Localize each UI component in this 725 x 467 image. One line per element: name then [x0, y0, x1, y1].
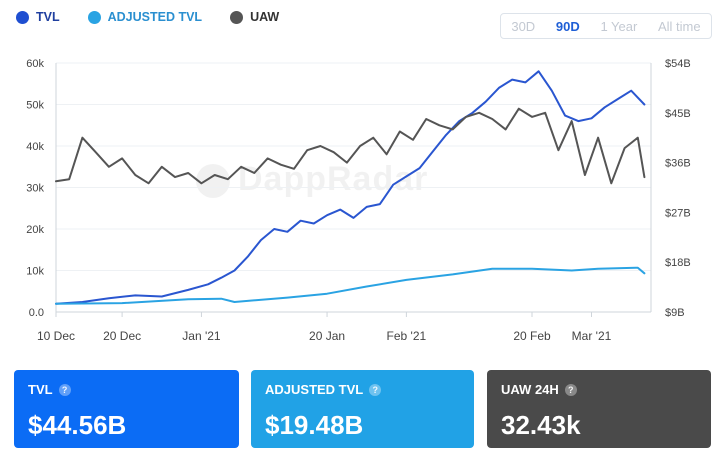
uaw-24h-card: UAW 24H? 32.43k [487, 370, 711, 448]
uaw-dot-icon [230, 10, 244, 24]
y-left-tick-label: 50k [26, 100, 44, 112]
adjusted-tvl-card: ADJUSTED TVL? $19.48B [251, 370, 474, 448]
y-right-tick-label: $9B [665, 307, 685, 319]
x-tick-label: 20 Jan [309, 329, 345, 340]
y-left-tick-label: 10k [26, 266, 44, 278]
y-right-tick-label: $45B [665, 108, 691, 120]
range-all-time-button[interactable]: All time [658, 18, 701, 34]
chart-legend: TVL ADJUSTED TVL UAW [16, 10, 279, 24]
legend-label-adjusted-tvl: ADJUSTED TVL [107, 10, 203, 24]
x-tick-label: Mar '21 [572, 329, 612, 340]
x-tick-label: 20 Feb [513, 329, 551, 340]
range-30d-button[interactable]: 30D [511, 18, 536, 34]
tvl-uaw-line-chart: 0.0 10k 20k 30k 40k 50k 60k $9B $18B $27B $36B $45B… [26, 58, 691, 340]
range-90d-button[interactable]: 90D [555, 18, 580, 34]
uaw-card-header: UAW 24H? [501, 382, 577, 397]
adjusted-tvl-card-value: $19.48B [265, 410, 364, 440]
x-tick-label: Jan '21 [182, 329, 221, 340]
help-icon[interactable]: ? [369, 383, 382, 396]
legend-item-tvl[interactable]: TVL [16, 10, 60, 24]
adjusted-tvl-card-header: ADJUSTED TVL? [265, 382, 382, 397]
tvl-card-value: $44.56B [28, 410, 127, 440]
y-left-tick-label: 60k [26, 58, 44, 70]
y-right-tick-label: $27B [665, 207, 691, 219]
x-tick-label: Feb '21 [387, 329, 427, 340]
legend-item-uaw[interactable]: UAW [230, 10, 279, 24]
y-right-tick-label: $18B [665, 257, 691, 269]
tvl-card-label: TVL [28, 382, 53, 397]
time-range-selector: 30D 90D 1 Year All time [500, 13, 712, 39]
dappradar-watermark: DappRadar [196, 160, 428, 199]
y-right-tick-label: $36B [665, 158, 691, 170]
tvl-card-header: TVL? [28, 382, 71, 397]
tvl-dot-icon [16, 10, 29, 24]
series-line-uaw [55, 107, 646, 185]
range-1-year-button[interactable]: 1 Year [600, 18, 638, 34]
y-left-tick-label: 30k [26, 183, 44, 195]
help-icon[interactable]: ? [58, 383, 71, 396]
y-right-tick-label: $54B [665, 58, 691, 70]
legend-label-uaw: UAW [250, 10, 280, 24]
help-icon[interactable]: ? [564, 383, 577, 396]
y-left-tick-label: 20k [26, 224, 44, 236]
adjusted-tvl-card-label: ADJUSTED TVL [265, 382, 364, 397]
series-line-adjusted-tvl [55, 266, 646, 305]
y-left-tick-label: 0.0 [29, 307, 44, 319]
x-tick-label: 10 Dec [37, 329, 75, 340]
legend-item-adjusted-tvl[interactable]: ADJUSTED TVL [87, 10, 203, 24]
watermark-text: DappRadar [238, 160, 429, 198]
adjusted-tvl-dot-icon [87, 10, 101, 24]
uaw-card-value: 32.43k [501, 410, 581, 440]
tvl-card: TVL? $44.56B [14, 370, 239, 448]
uaw-card-label: UAW 24H [501, 382, 559, 397]
legend-label-tvl: TVL [36, 10, 60, 24]
series-line-tvl [55, 70, 646, 305]
y-left-tick-label: 40k [26, 141, 44, 153]
dappradar-logo-icon [196, 164, 230, 199]
x-tick-label: 20 Dec [103, 329, 141, 340]
